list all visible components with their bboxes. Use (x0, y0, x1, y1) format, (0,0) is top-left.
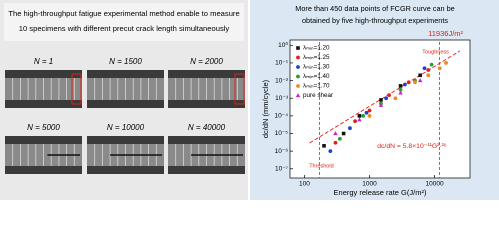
right-title: More than 450 data points of FCGR curve … (295, 4, 454, 13)
y-tick-label: 10⁰ (278, 41, 288, 49)
x-tick-label: 100 (299, 181, 310, 188)
y-tick-label: 10⁻³ (275, 95, 289, 102)
point (398, 90, 403, 95)
point (393, 96, 398, 101)
point (357, 114, 362, 118)
specimen-label: N = 1 (34, 57, 53, 66)
legend-marker (296, 46, 300, 50)
point (429, 62, 434, 67)
point (348, 126, 352, 131)
highlight-box (234, 73, 245, 105)
point (378, 102, 384, 107)
reference-label: Toughness (422, 49, 449, 55)
x-tick-label: 1000 (362, 181, 377, 188)
legend-marker (296, 74, 300, 79)
point (422, 66, 427, 71)
legend-label: pure shear (303, 92, 333, 99)
point (337, 136, 342, 141)
specimen-label: N = 2000 (190, 57, 223, 66)
fit-label: dc/dN = 5.8×10⁻¹¹G²·²⁶ (377, 143, 447, 150)
legend-label: λₘᵢₙ=1.70 (303, 83, 330, 90)
point (341, 131, 346, 136)
point (403, 82, 407, 87)
reference-label: Threshold (309, 163, 333, 169)
legend-label: λₘᵢₙ=1.30 (303, 64, 330, 71)
point (379, 98, 383, 102)
reference-value: 11936J/m² (428, 29, 463, 38)
point (426, 73, 431, 78)
point (406, 80, 411, 85)
legend-marker (295, 93, 301, 98)
y-tick-label: 10⁻² (275, 77, 289, 84)
point (361, 113, 366, 118)
point (413, 80, 417, 85)
point (322, 144, 326, 148)
left-title: 10 specimens with different precut crack… (19, 24, 230, 33)
legend-label: λₘᵢₙ=1.25 (303, 54, 330, 61)
y-tick-label: 10⁻⁶ (275, 148, 289, 155)
legend-marker (296, 65, 300, 69)
specimen-label: N = 40000 (188, 123, 226, 132)
legend-marker (296, 84, 300, 88)
point (364, 110, 369, 115)
x-tick-label: 10000 (426, 181, 444, 188)
legend-label: λₘᵢₙ=1.40 (303, 73, 330, 80)
y-axis-label: dc/dN (mm/cycle) (261, 79, 270, 138)
point (387, 93, 392, 98)
point (417, 78, 423, 83)
point (328, 149, 333, 154)
y-tick-label: 10⁻⁵ (275, 130, 289, 137)
page: The high-throughput fatigue experimental… (0, 0, 499, 200)
highlight-box (71, 73, 82, 105)
point (398, 87, 403, 92)
point (426, 68, 431, 72)
point (357, 117, 362, 122)
point (367, 113, 372, 118)
point (398, 84, 403, 88)
x-axis-label: Energy release rate G(J/m²) (334, 188, 427, 197)
point (418, 73, 422, 78)
point (444, 61, 448, 65)
legend-marker (296, 55, 300, 60)
left-title: The high-throughput fatigue experimental… (8, 9, 239, 18)
legend-label: λₘᵢₙ=1.20 (303, 45, 330, 52)
y-tick-label: 10⁻⁷ (275, 165, 289, 172)
specimen-label: N = 5000 (27, 123, 60, 132)
fit-line (309, 50, 461, 144)
point (384, 96, 389, 101)
point (437, 66, 442, 71)
point (333, 131, 338, 136)
specimen-label: N = 10000 (107, 123, 145, 132)
point (333, 140, 338, 145)
left-title-box (4, 3, 244, 41)
point (367, 108, 372, 113)
y-tick-label: 10⁻⁴ (275, 113, 289, 120)
y-tick-label: 10⁻¹ (275, 60, 289, 67)
point (353, 119, 357, 124)
right-title: obtained by five high-throughput experim… (302, 16, 448, 25)
specimen-label: N = 1500 (109, 57, 142, 66)
